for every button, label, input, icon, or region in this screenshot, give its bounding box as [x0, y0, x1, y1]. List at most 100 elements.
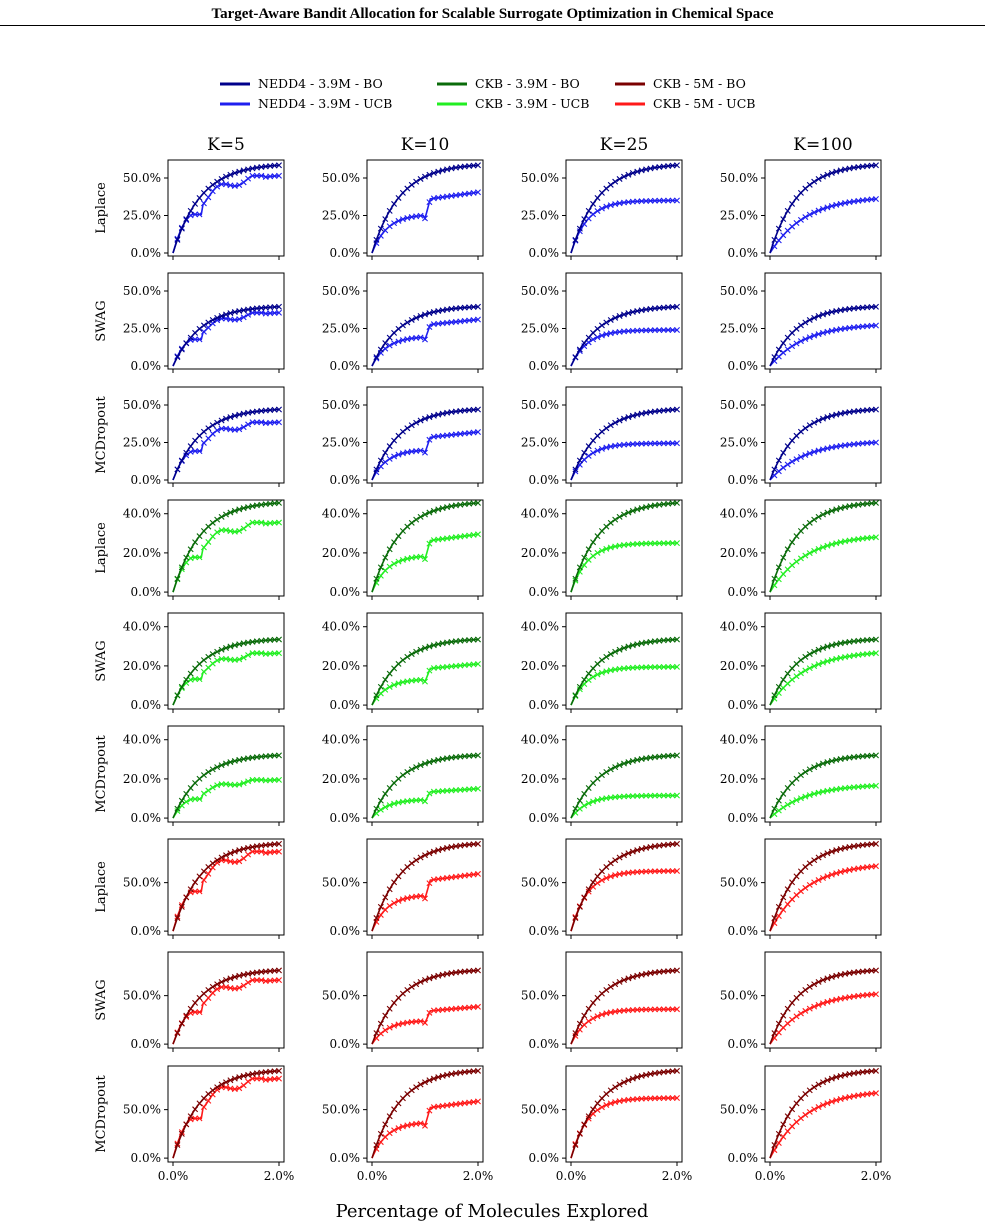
- bo-series-marker: [404, 425, 411, 432]
- ucb-series-marker: [192, 336, 199, 343]
- ucb-series-marker: [797, 216, 804, 223]
- bo-series-marker: [426, 759, 433, 766]
- ucb-series-marker: [422, 215, 428, 222]
- y-tick-label: 0.0%: [529, 924, 560, 938]
- bo-series-marker: [218, 854, 225, 861]
- ucb-series-marker: [594, 1013, 601, 1020]
- ucb-series-marker: [824, 204, 831, 211]
- bo-series-marker: [475, 1067, 481, 1074]
- y-tick-label: 0.0%: [330, 698, 361, 712]
- y-tick-label: 25.0%: [123, 209, 161, 223]
- bo-series-marker: [590, 437, 597, 444]
- bo-series-marker: [784, 886, 791, 893]
- bo-series-marker: [214, 314, 221, 321]
- bo-series-marker: [621, 311, 627, 318]
- y-tick-label: 50.0%: [123, 284, 161, 298]
- ucb-series-marker: [625, 793, 632, 800]
- ucb-series-marker: [196, 1115, 203, 1122]
- bo-series-marker: [674, 1067, 680, 1074]
- bo-series-marker: [828, 848, 835, 855]
- bo-series-marker: [585, 1005, 592, 1012]
- ucb-series-marker: [236, 1085, 243, 1092]
- ucb-series-marker: [258, 309, 265, 316]
- legend-label: CKB - 3.9M - BO: [475, 76, 580, 91]
- bo-series-marker: [815, 313, 822, 320]
- bo-series-marker: [430, 973, 437, 980]
- ucb-series-marker: [240, 654, 247, 661]
- ucb-series-marker: [820, 205, 826, 212]
- subplot: 0.0% 50.0%: [720, 838, 882, 939]
- bo-series-marker: [621, 415, 627, 422]
- bo-series-marker: [598, 428, 605, 435]
- ucb-series-marker: [842, 199, 849, 206]
- bo-series-marker: [780, 1121, 787, 1128]
- bo-series-marker: [227, 171, 234, 178]
- column-title: K=100: [793, 135, 852, 155]
- ucb-series-marker: [820, 544, 826, 551]
- ucb-series-marker: [218, 984, 225, 991]
- ucb-series-marker: [780, 464, 787, 471]
- ucb-series-marker: [656, 1095, 663, 1102]
- bo-series-marker: [780, 449, 787, 456]
- y-tick-label: 50.0%: [521, 398, 559, 412]
- ucb-series-marker: [811, 448, 818, 455]
- bo-series-marker: [404, 319, 411, 326]
- bo-series-marker: [572, 915, 579, 922]
- column-title: K=5: [207, 135, 245, 155]
- subplot-frame: [366, 159, 484, 257]
- subplot: 0.0% 25.0% 50.0%: [720, 386, 882, 487]
- bo-series-marker: [276, 1067, 282, 1074]
- ucb-series-marker: [660, 197, 667, 204]
- ucb-series-marker: [391, 220, 398, 227]
- subplot-frame: [366, 272, 484, 370]
- ucb-series-marker: [417, 334, 424, 341]
- y-tick-label: 50.0%: [720, 171, 758, 185]
- bo-series-marker: [625, 850, 632, 857]
- bo-series-marker: [276, 162, 282, 169]
- y-tick-label: 25.0%: [521, 436, 559, 450]
- ucb-series-marker: [828, 444, 835, 451]
- ucb-series-marker: [797, 888, 804, 895]
- ucb-series-marker: [218, 781, 225, 788]
- bo-series-marker: [192, 999, 199, 1006]
- ucb-series-marker: [806, 665, 813, 672]
- ucb-series-marker: [651, 440, 658, 447]
- ucb-series-marker: [214, 782, 221, 789]
- y-tick-label: 25.0%: [123, 436, 161, 450]
- ucb-series-marker: [391, 800, 398, 807]
- subplot: 0.0% 20.0% 40.0%: [521, 612, 683, 713]
- bo-series-marker: [629, 848, 636, 855]
- ucb-series-marker: [828, 997, 835, 1004]
- bo-series-marker: [585, 886, 592, 893]
- bo-series-marker: [276, 840, 282, 847]
- bo-series-marker: [820, 760, 826, 767]
- bo-series-marker: [218, 313, 225, 320]
- y-tick-label: 20.0%: [123, 772, 161, 786]
- bo-series-marker: [621, 511, 627, 518]
- bo-series-marker: [674, 303, 680, 310]
- bo-series-marker: [603, 769, 610, 776]
- ucb-series-marker: [598, 1011, 605, 1018]
- bo-series-marker: [616, 1081, 623, 1088]
- ucb-series-line: [172, 521, 280, 593]
- bo-series-marker: [399, 428, 406, 435]
- ucb-series-marker: [236, 984, 243, 991]
- ucb-series-marker: [873, 439, 879, 446]
- ucb-series-marker: [223, 181, 229, 188]
- bo-series-marker: [780, 554, 787, 561]
- bo-series-marker: [811, 516, 818, 523]
- bo-series-marker: [245, 504, 252, 511]
- y-tick-label: 0.0%: [728, 698, 759, 712]
- bo-series-marker: [417, 1081, 424, 1088]
- bo-series-marker: [475, 967, 481, 974]
- bo-series-marker: [205, 769, 212, 776]
- ucb-series-marker: [196, 888, 203, 895]
- ucb-series-marker: [811, 879, 818, 886]
- ucb-series-marker: [276, 848, 282, 855]
- bo-series-marker: [231, 757, 238, 764]
- ucb-series-marker: [789, 223, 796, 230]
- bo-series-marker: [245, 844, 252, 851]
- bo-series-marker: [430, 642, 437, 649]
- ucb-series-marker: [873, 534, 879, 541]
- y-tick-label: 25.0%: [720, 436, 758, 450]
